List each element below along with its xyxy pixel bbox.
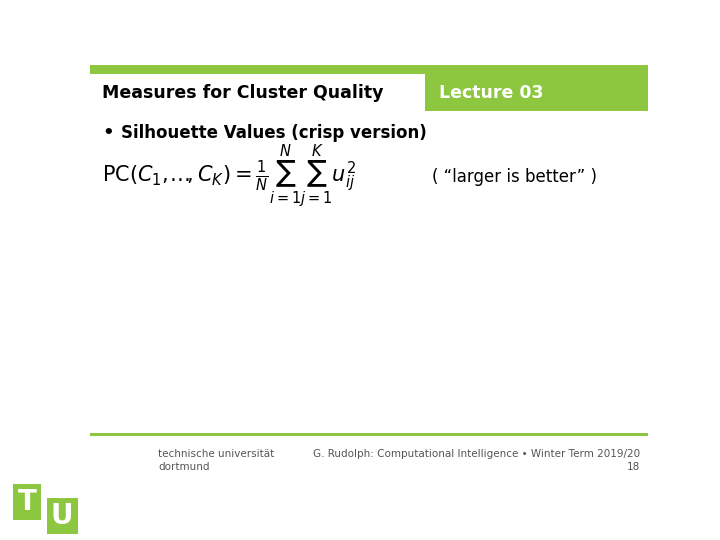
Text: $\mathrm{PC}(C_1,\!\ldots\!,C_K) = \frac{1}{N}\sum_{i=1}^{N}\sum_{j=1}^{K} u_{ij: $\mathrm{PC}(C_1,\!\ldots\!,C_K) = \frac… (102, 144, 356, 210)
Bar (90, 74, 425, 111)
Text: technische universität: technische universität (158, 449, 274, 460)
Text: U: U (51, 502, 73, 530)
Text: ( “larger is better” ): ( “larger is better” ) (431, 168, 597, 186)
Bar (90, 433, 648, 436)
Bar (90, 74, 648, 111)
Text: dortmund: dortmund (158, 462, 210, 472)
Bar (13, 484, 42, 519)
Text: Measures for Cluster Quality: Measures for Cluster Quality (102, 84, 384, 102)
Text: •: • (102, 124, 114, 143)
Text: Lecture 03: Lecture 03 (438, 84, 544, 102)
Text: Silhouette Values (crisp version): Silhouette Values (crisp version) (121, 124, 426, 143)
Bar (47, 498, 78, 534)
Text: T: T (18, 488, 37, 516)
Text: G. Rudolph: Computational Intelligence • Winter Term 2019/20: G. Rudolph: Computational Intelligence •… (312, 449, 639, 460)
Bar (90, 65, 648, 74)
Text: 18: 18 (626, 462, 639, 472)
